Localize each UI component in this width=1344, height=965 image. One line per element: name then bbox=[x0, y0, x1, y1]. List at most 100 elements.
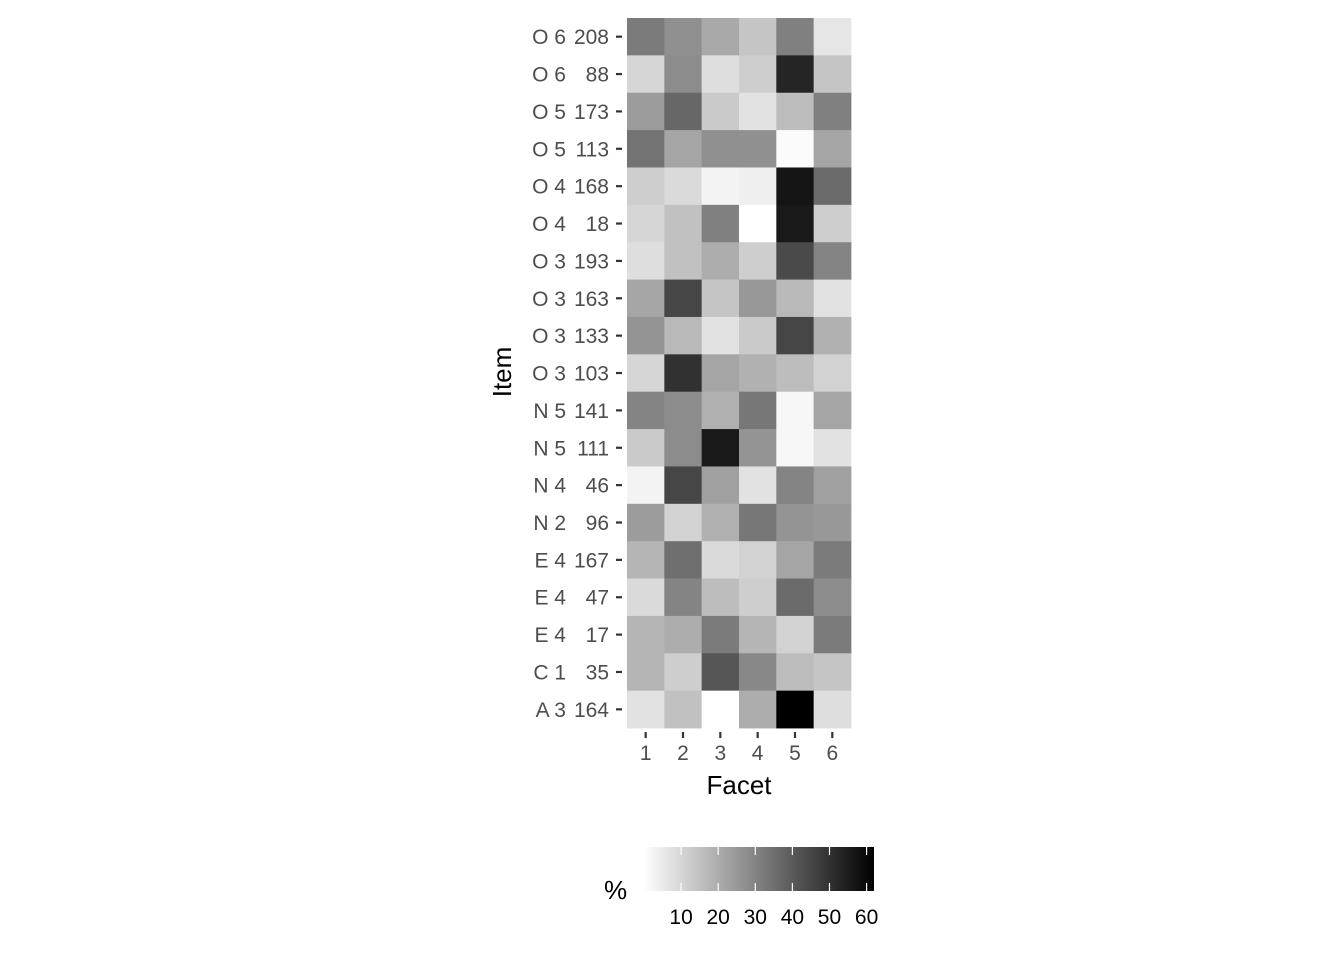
y-tick-label-prefix: O 5 bbox=[532, 138, 566, 161]
heatmap-cell bbox=[664, 242, 703, 280]
y-tick-label-number: 111 bbox=[577, 437, 609, 460]
heatmap-cell bbox=[776, 316, 815, 355]
y-tick-label-prefix: A 3 bbox=[536, 699, 566, 722]
heatmap-cell bbox=[627, 466, 665, 505]
heatmap-cell bbox=[701, 653, 740, 692]
heatmap-cell bbox=[664, 429, 703, 467]
y-tick-label-number: 96 bbox=[586, 512, 609, 535]
heatmap-cell bbox=[627, 503, 665, 542]
heatmap-cell bbox=[664, 503, 703, 542]
legend-tick-label: 50 bbox=[818, 906, 841, 929]
heatmap-cell bbox=[701, 503, 740, 542]
legend-tick-label: 10 bbox=[669, 906, 692, 929]
heatmap-cell bbox=[627, 18, 665, 56]
heatmap-cell bbox=[664, 541, 703, 579]
heatmap-cell bbox=[813, 279, 852, 318]
heatmap-cell bbox=[738, 55, 777, 94]
heatmap-cell bbox=[627, 354, 665, 393]
y-tick-label-number: 163 bbox=[574, 288, 609, 311]
heatmap-cell bbox=[701, 92, 740, 131]
heatmap-cell bbox=[813, 18, 852, 56]
y-axis: O 6 208 O 6 88 O 5 173 O 5 113 O 4 168 O 4 18 O 3 193… bbox=[532, 26, 622, 722]
heatmap-cell bbox=[776, 92, 815, 131]
y-tick-label-number: 46 bbox=[586, 475, 609, 498]
heatmap-cell bbox=[627, 690, 665, 729]
x-axis-title: Facet bbox=[706, 770, 772, 800]
heatmap-cell bbox=[701, 316, 740, 355]
y-tick-label-number: 17 bbox=[586, 624, 609, 647]
y-tick-label-prefix: N 4 bbox=[533, 475, 566, 498]
legend-colorbar bbox=[644, 847, 874, 891]
x-axis: 1 2 3 4 5 6 bbox=[640, 732, 838, 765]
y-tick-label-prefix: N 5 bbox=[533, 437, 566, 460]
heatmap-cell bbox=[776, 204, 815, 243]
heatmap-cell bbox=[776, 429, 815, 467]
heatmap-cell bbox=[664, 653, 703, 692]
heatmap-cell bbox=[627, 541, 665, 579]
y-tick-label-number: 164 bbox=[574, 699, 609, 722]
y-tick-label-number: 167 bbox=[574, 549, 609, 572]
heatmap-cell bbox=[738, 242, 777, 280]
heatmap-cell bbox=[664, 92, 703, 131]
y-tick-label-prefix: O 3 bbox=[532, 288, 566, 311]
heatmap-cell bbox=[776, 242, 815, 280]
heatmap-cell bbox=[776, 578, 815, 617]
heatmap-cell bbox=[776, 503, 815, 542]
heatmap-cell bbox=[813, 503, 852, 542]
heatmap-cell bbox=[664, 615, 703, 654]
heatmap-cell bbox=[738, 204, 777, 243]
heatmap-cell bbox=[813, 242, 852, 280]
y-tick-label-number: 113 bbox=[576, 138, 609, 161]
heatmap-cell bbox=[701, 18, 740, 56]
heatmap-cell bbox=[738, 653, 777, 692]
y-tick-label-prefix: N 2 bbox=[533, 512, 566, 535]
heatmap-cell bbox=[627, 279, 665, 318]
heatmap-cell bbox=[776, 354, 815, 393]
heatmap-cell bbox=[738, 690, 777, 729]
heatmap-cell bbox=[701, 167, 740, 206]
heatmap-cell bbox=[627, 391, 665, 430]
y-tick-label-prefix: O 3 bbox=[532, 363, 566, 386]
y-tick-label-prefix: O 4 bbox=[532, 176, 566, 199]
legend-tick-label: 20 bbox=[707, 906, 730, 929]
heatmap-cell bbox=[776, 615, 815, 654]
y-tick-label-prefix: N 5 bbox=[533, 400, 566, 423]
heatmap-cell bbox=[664, 690, 703, 729]
heatmap-cell bbox=[701, 354, 740, 393]
heatmap-cell bbox=[813, 615, 852, 654]
heatmap-cell bbox=[627, 578, 665, 617]
heatmap-cell bbox=[627, 92, 665, 131]
heatmap-cell bbox=[738, 541, 777, 579]
heatmap-cell bbox=[627, 653, 665, 692]
heatmap-cell bbox=[701, 615, 740, 654]
heatmap-cell bbox=[738, 466, 777, 505]
heatmap-cell bbox=[627, 130, 665, 168]
heatmap-cells bbox=[627, 18, 852, 729]
heatmap-cell bbox=[738, 615, 777, 654]
heatmap-cell bbox=[738, 92, 777, 131]
y-tick-label-prefix: O 5 bbox=[532, 101, 566, 124]
heatmap-cell bbox=[813, 578, 852, 617]
heatmap-cell bbox=[701, 466, 740, 505]
x-tick-label: 1 bbox=[640, 742, 652, 765]
y-tick-label-prefix: O 4 bbox=[532, 213, 566, 236]
heatmap-cell bbox=[813, 204, 852, 243]
heatmap-cell bbox=[776, 55, 815, 94]
heatmap-cell bbox=[738, 391, 777, 430]
heatmap-cell bbox=[627, 615, 665, 654]
heatmap-cell bbox=[813, 653, 852, 692]
y-tick-label-number: 193 bbox=[574, 250, 609, 273]
heatmap-cell bbox=[738, 354, 777, 393]
x-tick-label: 3 bbox=[714, 742, 726, 765]
color-legend: % 10 20 30 40 50 60 bbox=[604, 847, 878, 929]
x-tick-label: 5 bbox=[789, 742, 801, 765]
heatmap-cell bbox=[701, 578, 740, 617]
heatmap-cell bbox=[664, 204, 703, 243]
heatmap-cell bbox=[664, 167, 703, 206]
heatmap-cell bbox=[664, 55, 703, 94]
y-tick-label-prefix: O 6 bbox=[532, 26, 566, 49]
legend-title: % bbox=[604, 875, 627, 905]
y-tick-label-prefix: E 4 bbox=[534, 624, 566, 647]
y-tick-label-number: 133 bbox=[574, 325, 609, 348]
